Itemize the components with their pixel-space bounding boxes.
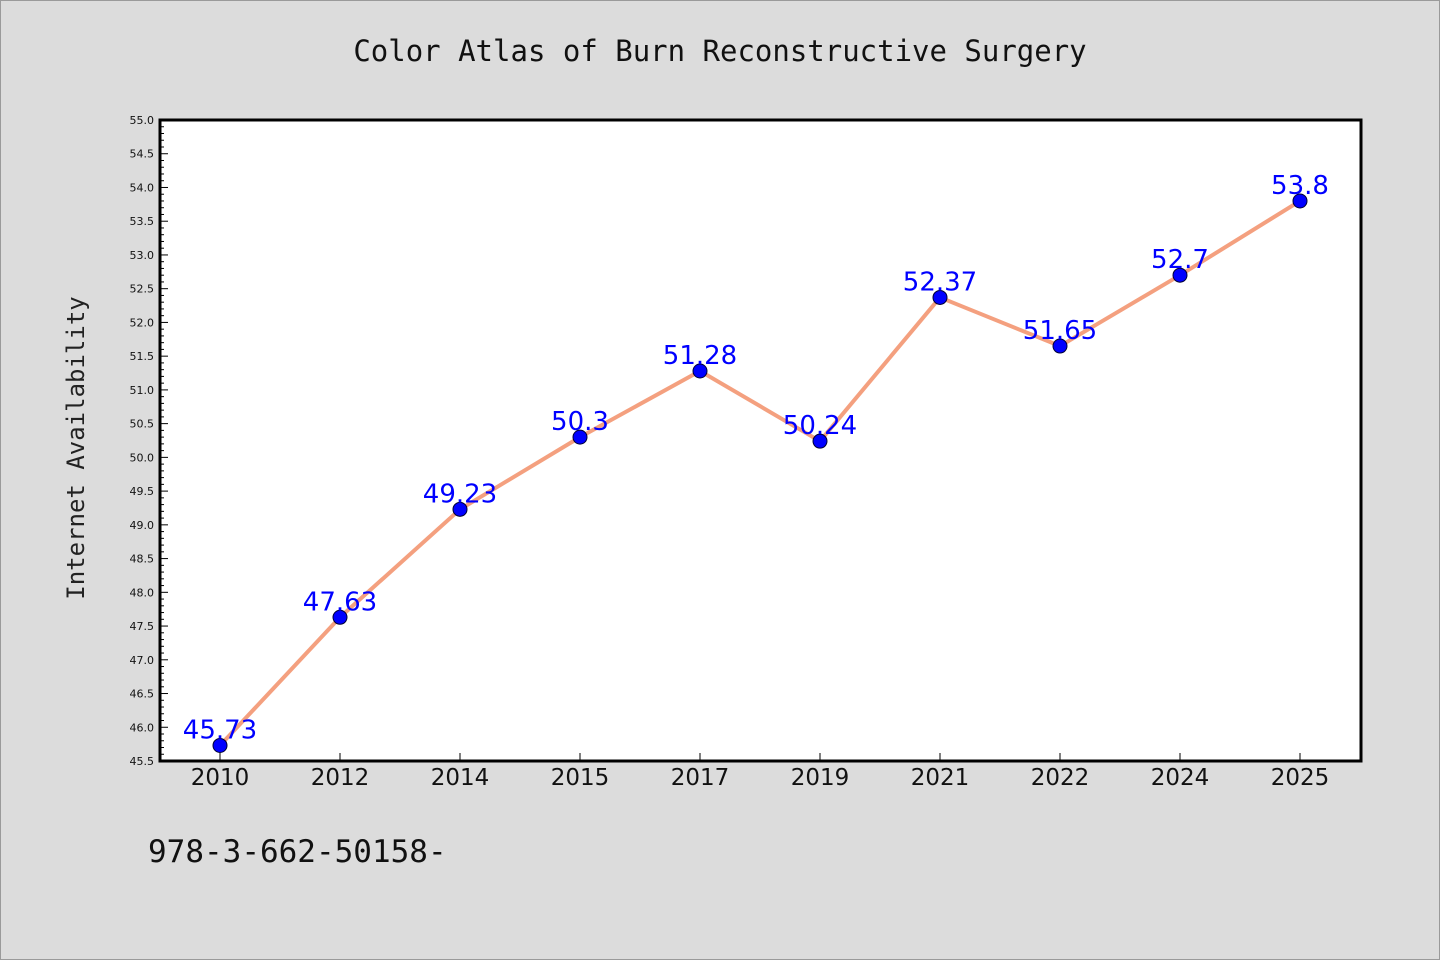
- data-series: 45.73 47.63 49.23 50.3 51.28 50.24 52.37 51.65 5…: [183, 171, 1329, 753]
- x-tick-label: 2017: [671, 765, 730, 791]
- chart-title: Color Atlas of Burn Reconstructive Surge…: [353, 34, 1087, 68]
- data-label: 50.3: [551, 407, 609, 437]
- data-point: [932, 289, 948, 305]
- x-tick-label: 2012: [311, 765, 370, 791]
- x-tick-label: 2021: [911, 765, 970, 791]
- plot-area: [158, 118, 1363, 763]
- y-tick-label: 50.0: [130, 451, 155, 464]
- series-line: [218, 199, 1302, 747]
- y-tick-label: 54.0: [130, 181, 155, 194]
- x-tick-label: 2010: [191, 765, 250, 791]
- data-label: 45.73: [183, 715, 257, 745]
- data-point: [572, 429, 588, 445]
- y-tick-label: 54.5: [130, 148, 155, 161]
- data-label: 50.24: [783, 411, 857, 441]
- x-tick-label: 2025: [1271, 765, 1330, 791]
- y-tick-label: 47.5: [130, 620, 155, 633]
- y-tick-label: 51.5: [130, 350, 155, 363]
- data-label: 51.65: [1023, 316, 1097, 346]
- data-point: [212, 737, 228, 753]
- y-tick-label: 53.5: [130, 215, 155, 228]
- y-tick-label: 47.0: [130, 654, 155, 667]
- y-tick-label: 52.0: [130, 316, 155, 329]
- x-tick-label: 2022: [1031, 765, 1090, 791]
- x-axis-ticks: 2010 2012 2014 2015 2017 2019 2021 2022 2024 2025: [191, 753, 1330, 791]
- data-label: 53.8: [1271, 171, 1329, 201]
- y-tick-label: 48.0: [130, 586, 155, 599]
- x-tick-label: 2024: [1151, 765, 1210, 791]
- data-point: [1292, 193, 1308, 209]
- y-tick-label: 53.0: [130, 249, 155, 262]
- data-label: 52.7: [1151, 245, 1209, 275]
- x-tick-label: 2014: [431, 765, 490, 791]
- footer-isbn: 978-3-662-50158-: [148, 834, 447, 870]
- y-tick-label: 49.5: [130, 485, 155, 498]
- data-label: 47.63: [303, 587, 377, 617]
- data-label: 49.23: [423, 479, 497, 509]
- x-tick-label: 2019: [791, 765, 850, 791]
- y-tick-label: 50.5: [130, 418, 155, 431]
- y-tick-label: 55.0: [130, 114, 155, 127]
- data-point: [812, 433, 828, 449]
- y-tick-label: 48.5: [130, 553, 155, 566]
- y-tick-label: 52.5: [130, 283, 155, 296]
- data-point: [692, 363, 708, 379]
- data-label: 52.37: [903, 267, 977, 297]
- y-tick-label: 49.0: [130, 519, 155, 532]
- x-tick-label: 2015: [551, 765, 610, 791]
- y-tick-label: 51.0: [130, 384, 155, 397]
- data-point: [1172, 267, 1188, 283]
- data-point: [1052, 338, 1068, 354]
- data-label: 51.28: [663, 341, 737, 371]
- y-tick-label: 46.0: [130, 721, 155, 734]
- data-point: [332, 609, 348, 625]
- y-axis-ticks: 45.5 46.0 46.5 47.0 47.5 48.0 48.5 49.0 49.5 50.0…: [130, 114, 168, 768]
- y-tick-label: 45.5: [130, 755, 155, 768]
- y-tick-label: 46.5: [130, 688, 155, 701]
- data-point: [452, 501, 468, 517]
